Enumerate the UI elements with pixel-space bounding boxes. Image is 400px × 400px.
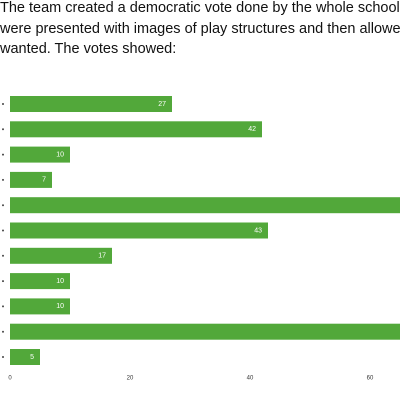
plot: 0 20 40 60 27 42 10 7 43 17 10 10 5 bbox=[2, 96, 400, 382]
text-line: wanted. The votes showed: bbox=[0, 41, 177, 57]
value-label: 42 bbox=[248, 126, 256, 133]
bar bbox=[10, 171, 52, 188]
category-marker bbox=[2, 356, 4, 358]
category-marker bbox=[2, 204, 4, 207]
category-marker bbox=[2, 178, 4, 181]
paragraph: The team created a democratic vote done … bbox=[0, 0, 400, 60]
value-label: 43 bbox=[254, 227, 262, 234]
value-label: 5 bbox=[30, 354, 34, 361]
category-marker bbox=[2, 128, 4, 131]
bar bbox=[10, 197, 400, 214]
value-label: 7 bbox=[42, 177, 46, 184]
x-tick-label: 0 bbox=[8, 376, 12, 382]
bar bbox=[10, 146, 70, 163]
bar bbox=[10, 273, 70, 290]
bar bbox=[10, 298, 70, 315]
category-marker bbox=[2, 229, 4, 232]
bar bbox=[10, 323, 400, 340]
category-marker bbox=[2, 330, 4, 333]
category-marker bbox=[2, 254, 4, 257]
bar bbox=[10, 96, 172, 112]
category-marker bbox=[2, 280, 4, 283]
category-marker bbox=[2, 305, 4, 308]
value-label: 10 bbox=[56, 303, 64, 310]
bar bbox=[10, 247, 112, 264]
bar bbox=[10, 222, 268, 239]
value-label: 17 bbox=[98, 253, 106, 260]
bar bbox=[10, 349, 40, 365]
value-label: 10 bbox=[56, 151, 64, 158]
text-line: The team created a democratic vote done … bbox=[0, 0, 400, 16]
category-marker bbox=[2, 103, 4, 105]
bar bbox=[10, 121, 262, 138]
x-tick-label: 60 bbox=[367, 376, 374, 382]
text-line: were presented with images of play struc… bbox=[0, 20, 400, 37]
x-tick-label: 40 bbox=[247, 376, 254, 382]
x-tick-label: 20 bbox=[127, 376, 134, 382]
category-marker bbox=[2, 153, 4, 156]
value-label: 10 bbox=[56, 278, 64, 285]
value-label: 27 bbox=[158, 101, 166, 108]
